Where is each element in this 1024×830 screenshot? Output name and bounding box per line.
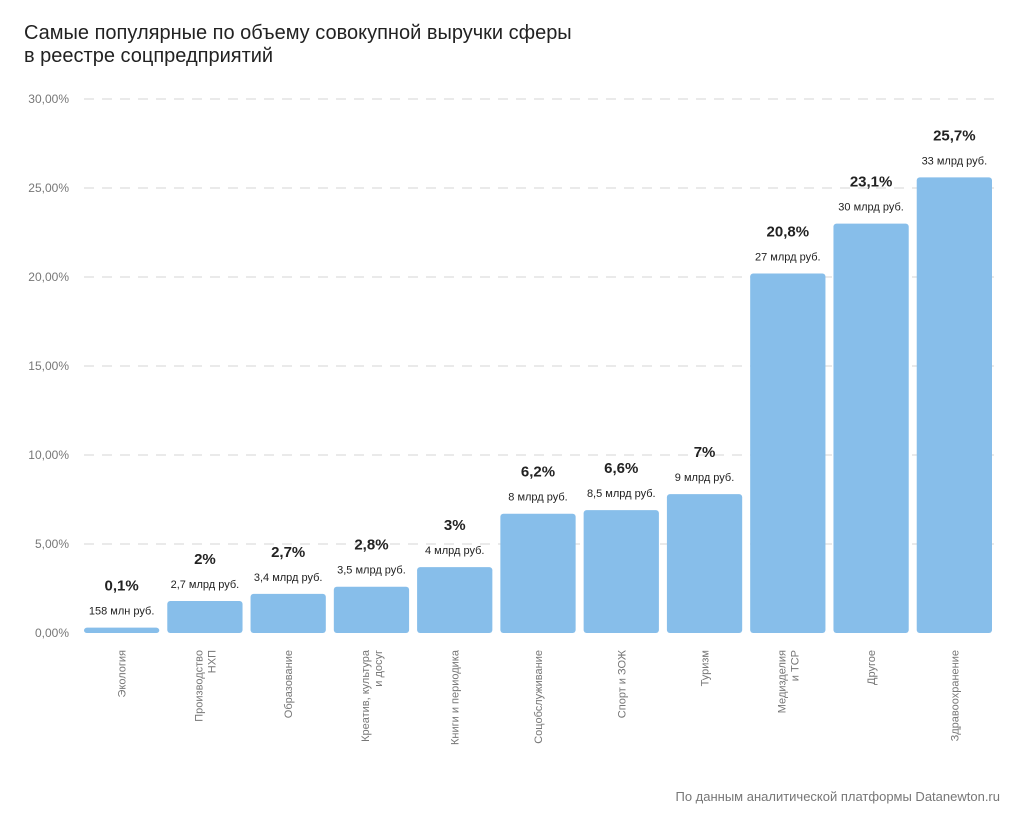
revenue-label: 33 млрд руб. [922, 155, 988, 167]
source-note: По данным аналитической платформы Datane… [675, 789, 1000, 804]
bar [583, 510, 659, 633]
revenue-label: 4 млрд руб. [425, 545, 484, 557]
x-category-label: Соцобслуживание [533, 650, 545, 744]
x-category-label: Книги и периодика [450, 649, 462, 745]
x-category-label: Креатив, культура и досуг [360, 649, 385, 742]
x-category-label: Медизделия и ТСР [776, 650, 801, 713]
x-category-label-line: Туризм [700, 650, 712, 686]
y-tick-label: 5,00% [35, 537, 69, 551]
revenue-label: 30 млрд руб. [838, 202, 904, 214]
x-category-label-line: Книги и периодика [450, 649, 462, 745]
chart-title-line-1: Самые популярные по объему совокупной вы… [24, 22, 572, 44]
bar [417, 567, 493, 633]
bar [500, 513, 576, 633]
percent-label: 7% [694, 444, 716, 461]
revenue-label: 158 млн руб. [89, 606, 155, 618]
y-tick-label: 10,00% [28, 448, 69, 462]
bar [167, 600, 243, 633]
x-category-label: Здравоохранение [949, 650, 961, 741]
percent-label: 3% [444, 517, 466, 534]
bar [750, 273, 826, 633]
x-category-label-line: и ТСР [789, 650, 801, 681]
x-category-label-line: НХП [206, 650, 218, 673]
chart-title-line-2: в реестре соцпредприятий [24, 45, 274, 67]
x-category-label: Производство НХП [193, 650, 218, 722]
x-category-label-line: Креатив, культура [360, 649, 372, 742]
x-category-label-line: Экология [117, 650, 129, 698]
x-category-label-line: и досуг [373, 650, 385, 687]
revenue-label: 8 млрд руб. [508, 492, 567, 504]
percent-label: 6,6% [604, 460, 638, 477]
x-category-label-line: Другое [866, 650, 878, 685]
bar [250, 593, 326, 633]
revenue-label: 9 млрд руб. [675, 472, 734, 484]
revenue-label: 2,7 млрд руб. [171, 579, 240, 591]
x-category-label: Туризм [700, 650, 712, 686]
percent-label: 23,1% [850, 174, 893, 191]
x-category-label-line: Соцобслуживание [533, 650, 545, 744]
x-category-label: Другое [866, 650, 878, 685]
x-category-label-line: Здравоохранение [949, 650, 961, 741]
percent-label: 20,8% [767, 223, 810, 240]
revenue-label: 8,5 млрд руб. [587, 488, 656, 500]
x-category-label-line: Спорт и ЗОЖ [616, 650, 628, 718]
x-category-label-line: Производство [193, 650, 205, 722]
x-category-label: Экология [117, 650, 129, 698]
bar [333, 586, 410, 633]
x-category-label: Спорт и ЗОЖ [616, 650, 628, 718]
revenue-label: 27 млрд руб. [755, 251, 821, 263]
y-tick-label: 15,00% [28, 359, 69, 373]
bar [833, 223, 909, 633]
y-tick-label: 30,00% [28, 92, 69, 106]
percent-label: 2,8% [354, 537, 388, 554]
x-category-label-line: Медизделия [776, 650, 788, 713]
y-tick-label: 25,00% [28, 181, 69, 195]
percent-label: 2% [194, 551, 216, 568]
bar [666, 494, 743, 633]
bar [84, 627, 160, 633]
x-category-label-line: Образование [283, 650, 295, 718]
revenue-label: 3,4 млрд руб. [254, 572, 323, 584]
chart-title: Самые популярные по объему совокупной вы… [24, 22, 724, 68]
bar [916, 177, 992, 633]
y-tick-label: 20,00% [28, 270, 69, 284]
percent-label: 2,7% [271, 544, 305, 561]
percent-label: 6,2% [521, 464, 555, 481]
x-category-label: Образование [283, 650, 295, 718]
revenue-label: 3,5 млрд руб. [337, 565, 406, 577]
y-tick-label: 0,00% [35, 626, 69, 640]
percent-label: 25,7% [933, 127, 976, 144]
percent-label: 0,1% [105, 578, 139, 595]
